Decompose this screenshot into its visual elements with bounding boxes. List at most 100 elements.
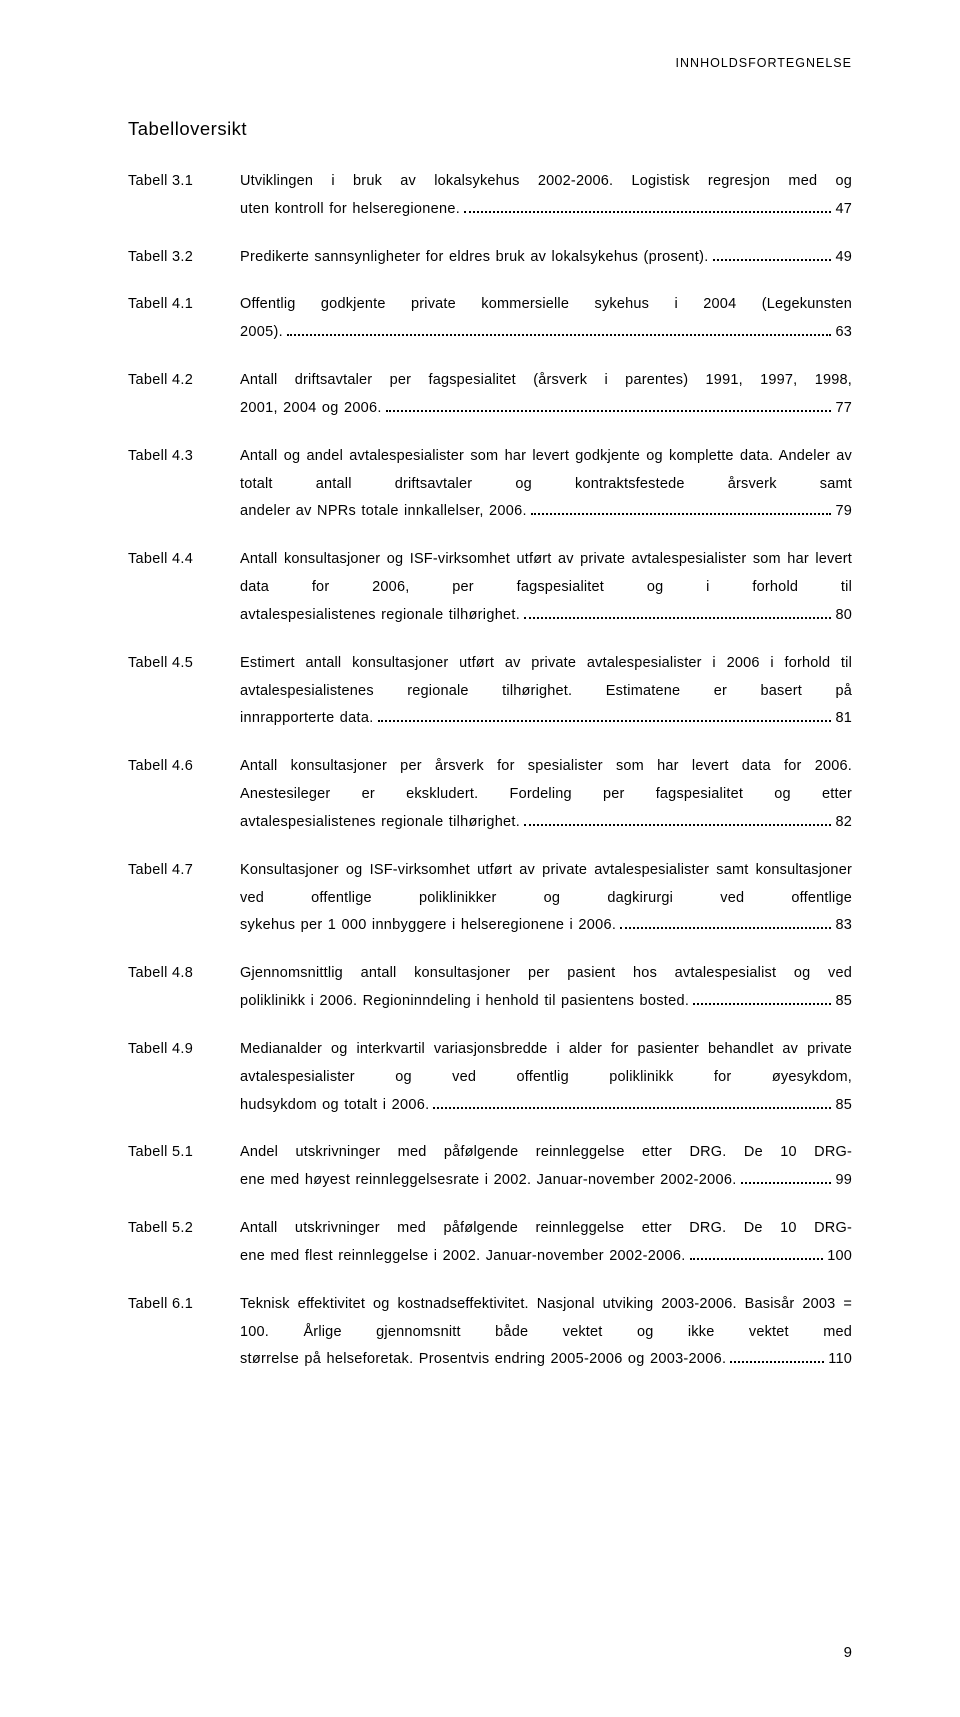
toc-entry-lastline: ene med flest reinnleggelse i 2002. Janu… (240, 1243, 852, 1271)
dot-leader (730, 1353, 824, 1363)
dot-leader (378, 712, 832, 722)
dot-leader (287, 326, 832, 336)
dot-leader (531, 505, 832, 515)
toc-entry-text: Utviklingen i bruk av lokalsykehus 2002-… (240, 173, 852, 189)
toc-entry-lastline: poliklinikk i 2006. Regioninndeling i he… (240, 988, 852, 1016)
toc-entry: Tabell 4.4Antall konsultasjoner og ISF-v… (128, 546, 852, 629)
toc-entry-body: Antall konsultasjoner og ISF-virksomhet … (240, 546, 852, 629)
toc-list: Tabell 3.1Utviklingen i bruk av lokalsyk… (128, 168, 852, 1374)
toc-entry-page: 47 (835, 196, 852, 224)
toc-entry-last-text: uten kontroll for helseregionene. (240, 196, 460, 224)
toc-entry: Tabell 4.7Konsultasjoner og ISF-virksomh… (128, 857, 852, 940)
toc-entry-body: Konsultasjoner og ISF-virksomhet utført … (240, 857, 852, 940)
toc-entry-label: Tabell 4.7 (128, 857, 240, 885)
toc-entry-last-text: 2005). (240, 319, 283, 347)
toc-entry-page: 100 (827, 1243, 852, 1271)
toc-entry: Tabell 6.1Teknisk effektivitet og kostna… (128, 1291, 852, 1374)
toc-entry-page: 79 (835, 498, 852, 526)
toc-entry-last-text: avtalespesialistenes regionale tilhørigh… (240, 809, 520, 837)
toc-entry-label: Tabell 3.2 (128, 244, 240, 272)
dot-leader (741, 1174, 832, 1184)
toc-entry-lastline: 2001, 2004 og 2006. 77 (240, 395, 852, 423)
toc-entry-body: Utviklingen i bruk av lokalsykehus 2002-… (240, 168, 852, 224)
toc-entry-text: Offentlig godkjente private kommersielle… (240, 296, 852, 312)
toc-entry-body: Andel utskrivninger med påfølgende reinn… (240, 1139, 852, 1195)
dot-leader (524, 816, 831, 826)
toc-entry-text: Antall driftsavtaler per fagspesialitet … (240, 372, 852, 388)
toc-entry-page: 85 (835, 988, 852, 1016)
toc-entry-text: Estimert antall konsultasjoner utført av… (240, 655, 852, 699)
toc-entry-lastline: 2005). 63 (240, 319, 852, 347)
toc-entry-last-text: størrelse på helseforetak. Prosentvis en… (240, 1346, 726, 1374)
toc-entry-last-text: poliklinikk i 2006. Regioninndeling i he… (240, 988, 689, 1016)
toc-entry-lastline: størrelse på helseforetak. Prosentvis en… (240, 1346, 852, 1374)
toc-entry-lastline: avtalespesialistenes regionale tilhørigh… (240, 602, 852, 630)
toc-entry-text: Antall konsultasjoner og ISF-virksomhet … (240, 551, 852, 595)
toc-entry-page: 81 (835, 705, 852, 733)
toc-entry-label: Tabell 6.1 (128, 1291, 240, 1319)
toc-entry-lastline: uten kontroll for helseregionene. 47 (240, 196, 852, 224)
toc-entry: Tabell 4.8Gjennomsnittlig antall konsult… (128, 960, 852, 1016)
toc-entry-label: Tabell 5.1 (128, 1139, 240, 1167)
toc-entry-page: 83 (835, 912, 852, 940)
toc-entry-last-text: 2001, 2004 og 2006. (240, 395, 382, 423)
toc-entry-body: Antall driftsavtaler per fagspesialitet … (240, 367, 852, 423)
toc-entry-page: 77 (835, 395, 852, 423)
toc-entry-label: Tabell 4.6 (128, 753, 240, 781)
toc-entry-text: Gjennomsnittlig antall konsultasjoner pe… (240, 965, 852, 981)
toc-entry: Tabell 5.2Antall utskrivninger med påføl… (128, 1215, 852, 1271)
toc-entry-lastline: sykehus per 1 000 innbyggere i helseregi… (240, 912, 852, 940)
toc-entry: Tabell 4.9Medianalder og interkvartil va… (128, 1036, 852, 1119)
dot-leader (690, 1250, 824, 1260)
page-number: 9 (844, 1644, 852, 1661)
toc-entry-body: Medianalder og interkvartil variasjonsbr… (240, 1036, 852, 1119)
dot-leader (620, 919, 831, 929)
toc-entry-label: Tabell 4.4 (128, 546, 240, 574)
toc-entry-page: 63 (835, 319, 852, 347)
toc-entry-page: 110 (828, 1346, 852, 1374)
toc-entry-body: Predikerte sannsynligheter for eldres br… (240, 244, 852, 272)
toc-entry-page: 49 (835, 244, 852, 272)
toc-entry-last-text: innrapporterte data. (240, 705, 374, 733)
toc-entry-last-text: avtalespesialistenes regionale tilhørigh… (240, 602, 520, 630)
toc-entry: Tabell 4.3Antall og andel avtalespesiali… (128, 443, 852, 526)
toc-entry-text: Teknisk effektivitet og kostnadseffektiv… (240, 1296, 852, 1340)
toc-entry-label: Tabell 4.5 (128, 650, 240, 678)
toc-entry-page: 99 (835, 1167, 852, 1195)
dot-leader (464, 203, 831, 213)
running-header: INNHOLDSFORTEGNELSE (676, 56, 852, 70)
toc-entry-last-text: sykehus per 1 000 innbyggere i helseregi… (240, 912, 616, 940)
toc-entry-lastline: Predikerte sannsynligheter for eldres br… (240, 244, 852, 272)
toc-entry-text: Antall utskrivninger med påfølgende rein… (240, 1220, 852, 1236)
dot-leader (433, 1098, 831, 1108)
dot-leader (713, 251, 832, 261)
toc-entry-page: 80 (835, 602, 852, 630)
toc-entry-body: Antall konsultasjoner per årsverk for sp… (240, 753, 852, 836)
toc-entry-text: Medianalder og interkvartil variasjonsbr… (240, 1041, 852, 1085)
dot-leader (524, 609, 831, 619)
toc-entry-last-text: andeler av NPRs totale innkallelser, 200… (240, 498, 527, 526)
toc-entry-last-text: Predikerte sannsynligheter for eldres br… (240, 244, 709, 272)
toc-entry: Tabell 5.1Andel utskrivninger med påfølg… (128, 1139, 852, 1195)
toc-entry-lastline: hudsykdom og totalt i 2006.85 (240, 1092, 852, 1120)
toc-entry-label: Tabell 3.1 (128, 168, 240, 196)
toc-entry-body: Antall utskrivninger med påfølgende rein… (240, 1215, 852, 1271)
toc-entry-text: Antall og andel avtalespesialister som h… (240, 448, 852, 492)
section-title: Tabelloversikt (128, 118, 852, 140)
toc-entry-lastline: innrapporterte data. 81 (240, 705, 852, 733)
toc-entry-lastline: ene med høyest reinnleggelsesrate i 2002… (240, 1167, 852, 1195)
toc-entry: Tabell 4.6Antall konsultasjoner per årsv… (128, 753, 852, 836)
toc-entry-lastline: andeler av NPRs totale innkallelser, 200… (240, 498, 852, 526)
toc-entry-label: Tabell 4.9 (128, 1036, 240, 1064)
toc-entry-label: Tabell 4.2 (128, 367, 240, 395)
toc-entry-body: Antall og andel avtalespesialister som h… (240, 443, 852, 526)
toc-entry-page: 82 (835, 809, 852, 837)
toc-entry: Tabell 4.5Estimert antall konsultasjoner… (128, 650, 852, 733)
toc-entry-last-text: ene med flest reinnleggelse i 2002. Janu… (240, 1243, 686, 1271)
dot-leader (693, 995, 831, 1005)
toc-entry: Tabell 3.1Utviklingen i bruk av lokalsyk… (128, 168, 852, 224)
toc-entry-label: Tabell 5.2 (128, 1215, 240, 1243)
toc-entry-body: Estimert antall konsultasjoner utført av… (240, 650, 852, 733)
toc-entry-text: Konsultasjoner og ISF-virksomhet utført … (240, 862, 852, 906)
toc-entry-label: Tabell 4.1 (128, 291, 240, 319)
